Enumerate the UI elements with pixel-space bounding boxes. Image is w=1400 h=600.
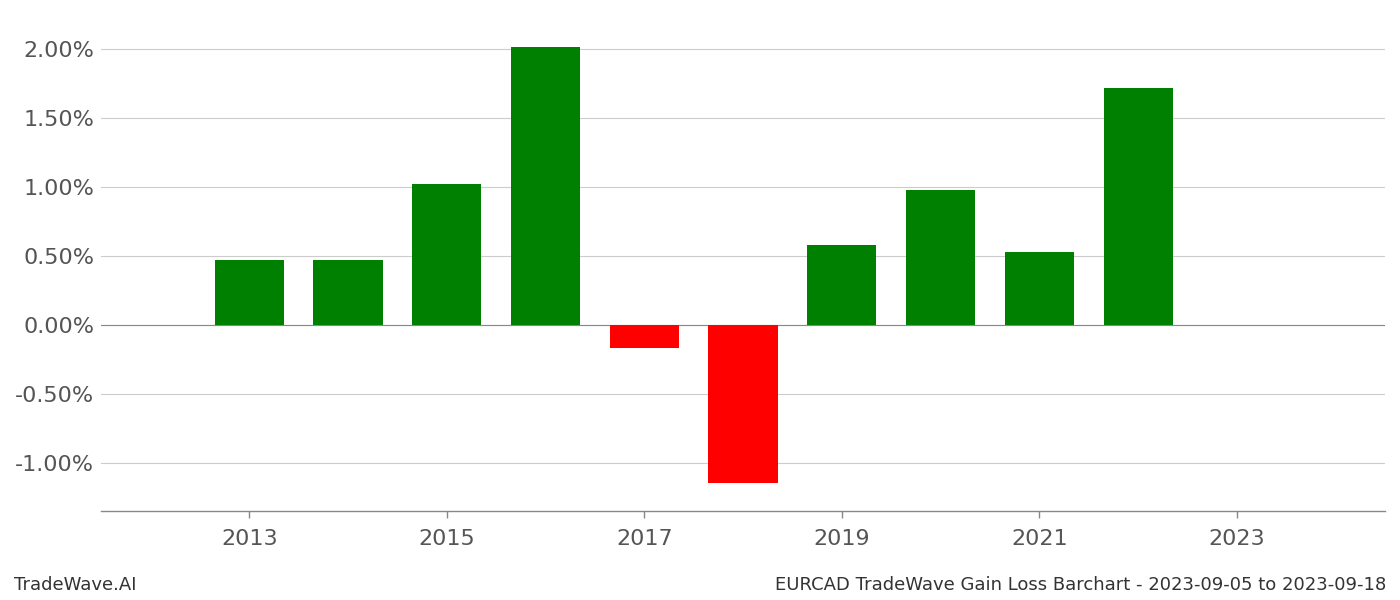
Bar xyxy=(214,260,284,325)
Bar xyxy=(708,325,777,484)
Bar xyxy=(1005,252,1074,325)
Text: TradeWave.AI: TradeWave.AI xyxy=(14,576,137,594)
Text: EURCAD TradeWave Gain Loss Barchart - 2023-09-05 to 2023-09-18: EURCAD TradeWave Gain Loss Barchart - 20… xyxy=(774,576,1386,594)
Bar xyxy=(314,260,382,325)
Bar xyxy=(1103,88,1173,325)
Bar xyxy=(906,190,976,325)
Bar xyxy=(511,47,580,325)
Bar xyxy=(412,184,482,325)
Bar xyxy=(808,245,876,325)
Bar xyxy=(610,325,679,349)
